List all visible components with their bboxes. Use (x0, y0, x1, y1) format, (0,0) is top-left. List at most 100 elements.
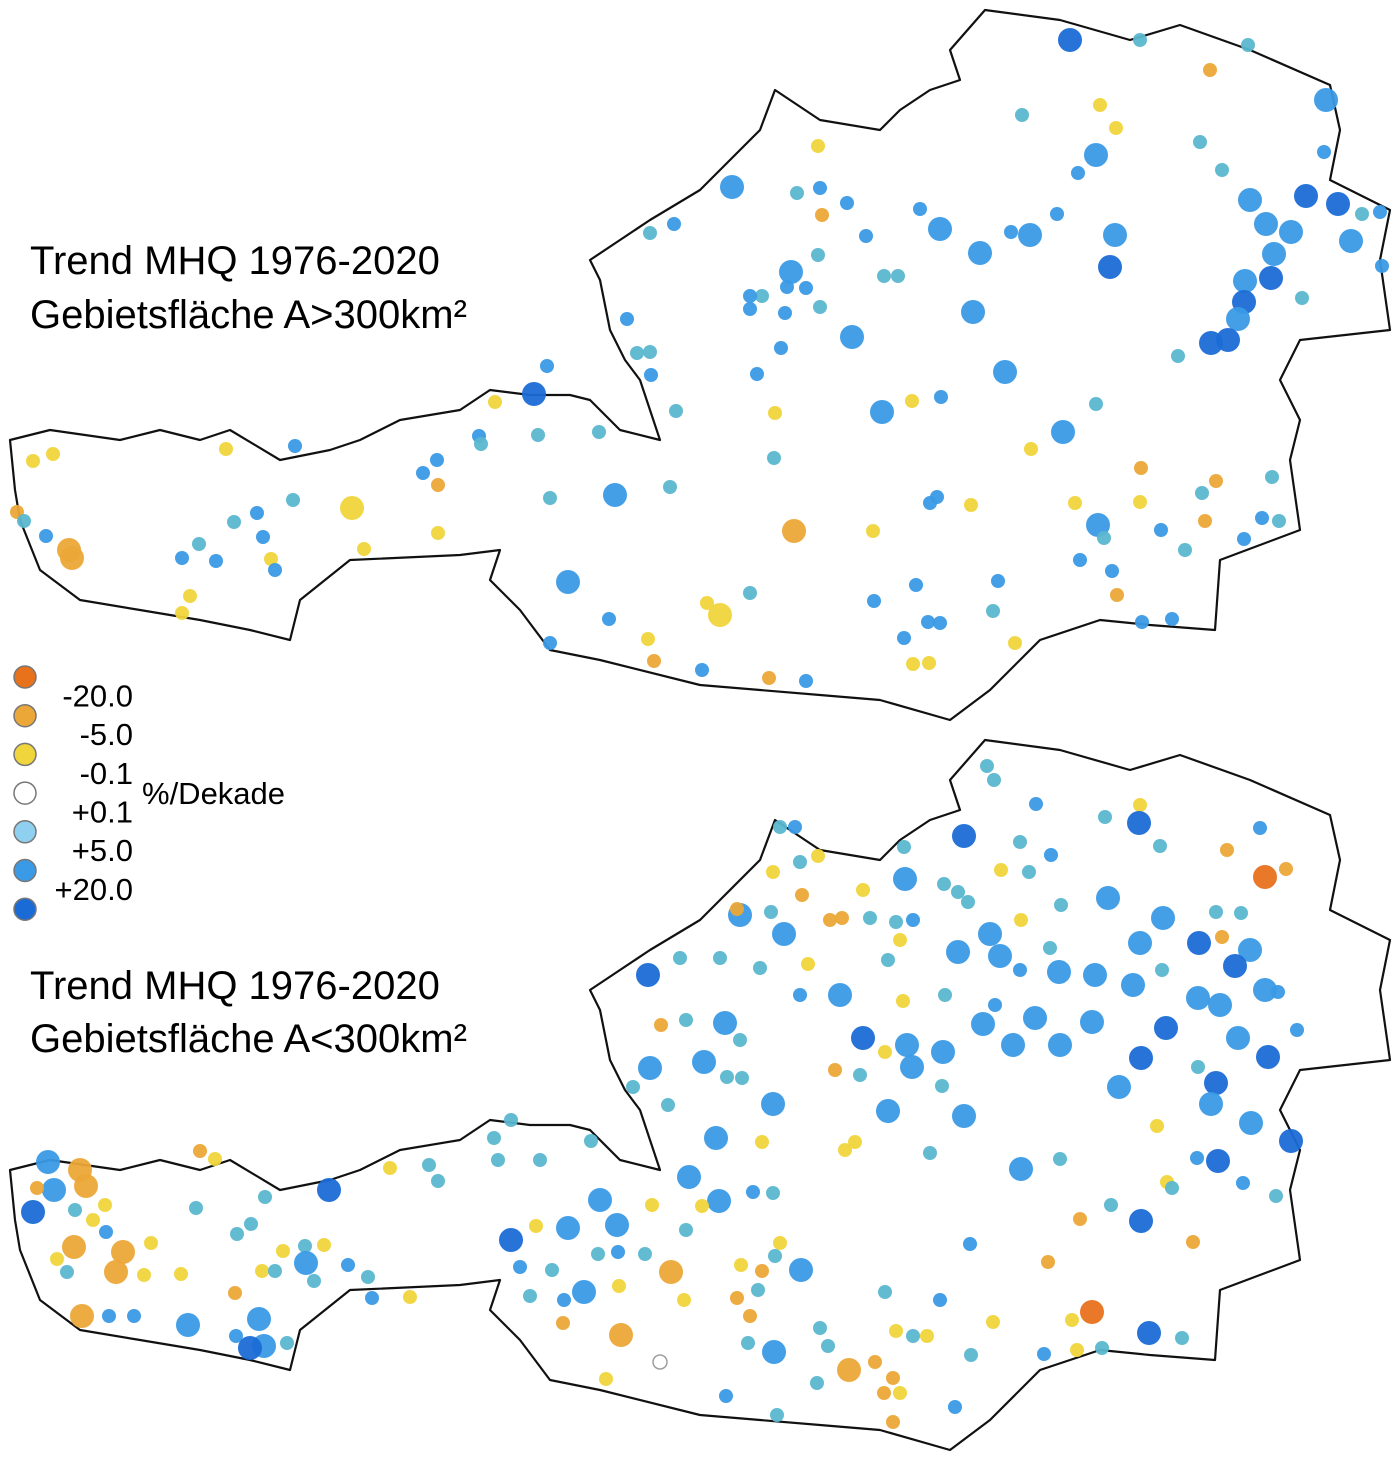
station-dot (1097, 531, 1111, 545)
station-dot (298, 1239, 312, 1253)
station-dot (764, 905, 778, 919)
station-dot (755, 1135, 769, 1149)
station-dot (533, 1153, 547, 1167)
station-dot (1133, 798, 1147, 812)
station-dot (1255, 511, 1269, 525)
station-dot (795, 888, 809, 902)
station-dot (720, 1070, 734, 1084)
station-dot (704, 1126, 728, 1150)
station-dot (1209, 474, 1223, 488)
station-dot (602, 612, 616, 626)
station-dot (592, 425, 606, 439)
station-dot (176, 1313, 200, 1337)
station-dot (772, 922, 796, 946)
station-dot (1104, 1198, 1118, 1212)
station-dot (365, 1291, 379, 1305)
legend-label: +20.0 (55, 872, 133, 907)
station-dot (813, 300, 827, 314)
station-dot (735, 1071, 749, 1085)
station-dot (1165, 1181, 1179, 1195)
station-dot (255, 1264, 269, 1278)
station-dot (1068, 496, 1082, 510)
station-dot (1272, 514, 1286, 528)
station-dot (946, 940, 970, 964)
country-outline (8, 8, 1392, 722)
station-dot (238, 1336, 262, 1360)
station-dot (933, 616, 947, 630)
station-dot (768, 406, 782, 420)
station-dot (779, 260, 803, 284)
map-title: Gebietsfläche A>300km² (30, 293, 467, 337)
station-dot (987, 773, 1001, 787)
station-dot (679, 1013, 693, 1027)
station-dot (630, 346, 644, 360)
station-dot (383, 1161, 397, 1175)
station-dot (431, 526, 445, 540)
station-dot (811, 248, 825, 262)
station-dot (993, 360, 1017, 384)
station-dot (104, 1260, 128, 1284)
legend-swatch (13, 703, 37, 728)
station-dot (838, 1143, 852, 1157)
station-dot (543, 636, 557, 650)
station-dot (922, 656, 936, 670)
station-dot (923, 1146, 937, 1160)
station-dot (1314, 88, 1338, 112)
station-dot (1155, 963, 1169, 977)
station-dot (870, 400, 894, 424)
station-dot (488, 395, 502, 409)
station-dot (209, 554, 223, 568)
station-dot (611, 1245, 625, 1259)
station-dot (1199, 331, 1223, 355)
station-dot (1127, 811, 1151, 835)
station-dot (50, 1252, 64, 1266)
station-dot (961, 300, 985, 324)
station-dot (1220, 843, 1234, 857)
station-dot (1326, 192, 1350, 216)
station-dot (1236, 1176, 1250, 1190)
station-dot (878, 1045, 892, 1059)
station-dot (853, 1068, 867, 1082)
station-dot (1014, 913, 1028, 927)
station-dot (886, 1415, 900, 1429)
station-dot (1226, 1026, 1250, 1050)
legend: -20.0 -5.0 -0.1+0.1 +5.0 +20.0 %/Dekade (13, 665, 285, 921)
station-dot (743, 586, 757, 600)
station-dot (840, 196, 854, 210)
station-dot (556, 1316, 570, 1330)
station-dot (669, 404, 683, 418)
station-dot (868, 1355, 882, 1369)
station-dot (68, 1203, 82, 1217)
station-dot (1073, 553, 1087, 567)
station-dot (1154, 1016, 1178, 1040)
station-dot (750, 367, 764, 381)
station-dot (713, 951, 727, 965)
station-dot (229, 1329, 243, 1343)
station-dot (258, 1190, 272, 1204)
station-dot (767, 451, 781, 465)
station-dot (762, 1340, 786, 1364)
station-dot (743, 1309, 757, 1323)
station-dot (645, 1198, 659, 1212)
station-dot (36, 1150, 60, 1174)
station-dot (952, 1104, 976, 1128)
legend-label: +0.1 (72, 794, 133, 829)
station-dot (793, 988, 807, 1002)
station-dot (652, 1354, 668, 1370)
station-dot (1206, 1149, 1230, 1173)
station-dot (673, 951, 687, 965)
station-dot (86, 1213, 100, 1227)
station-dot (986, 604, 1000, 618)
station-dot (928, 217, 952, 241)
station-dot (789, 1258, 813, 1282)
station-dot (620, 312, 634, 326)
station-dot (60, 546, 84, 570)
station-dot (416, 466, 430, 480)
station-dot (62, 1235, 86, 1259)
station-dot (968, 241, 992, 265)
station-dot (1023, 1006, 1047, 1030)
station-dot (1058, 28, 1082, 52)
station-dot (1018, 223, 1042, 247)
station-dot (531, 428, 545, 442)
